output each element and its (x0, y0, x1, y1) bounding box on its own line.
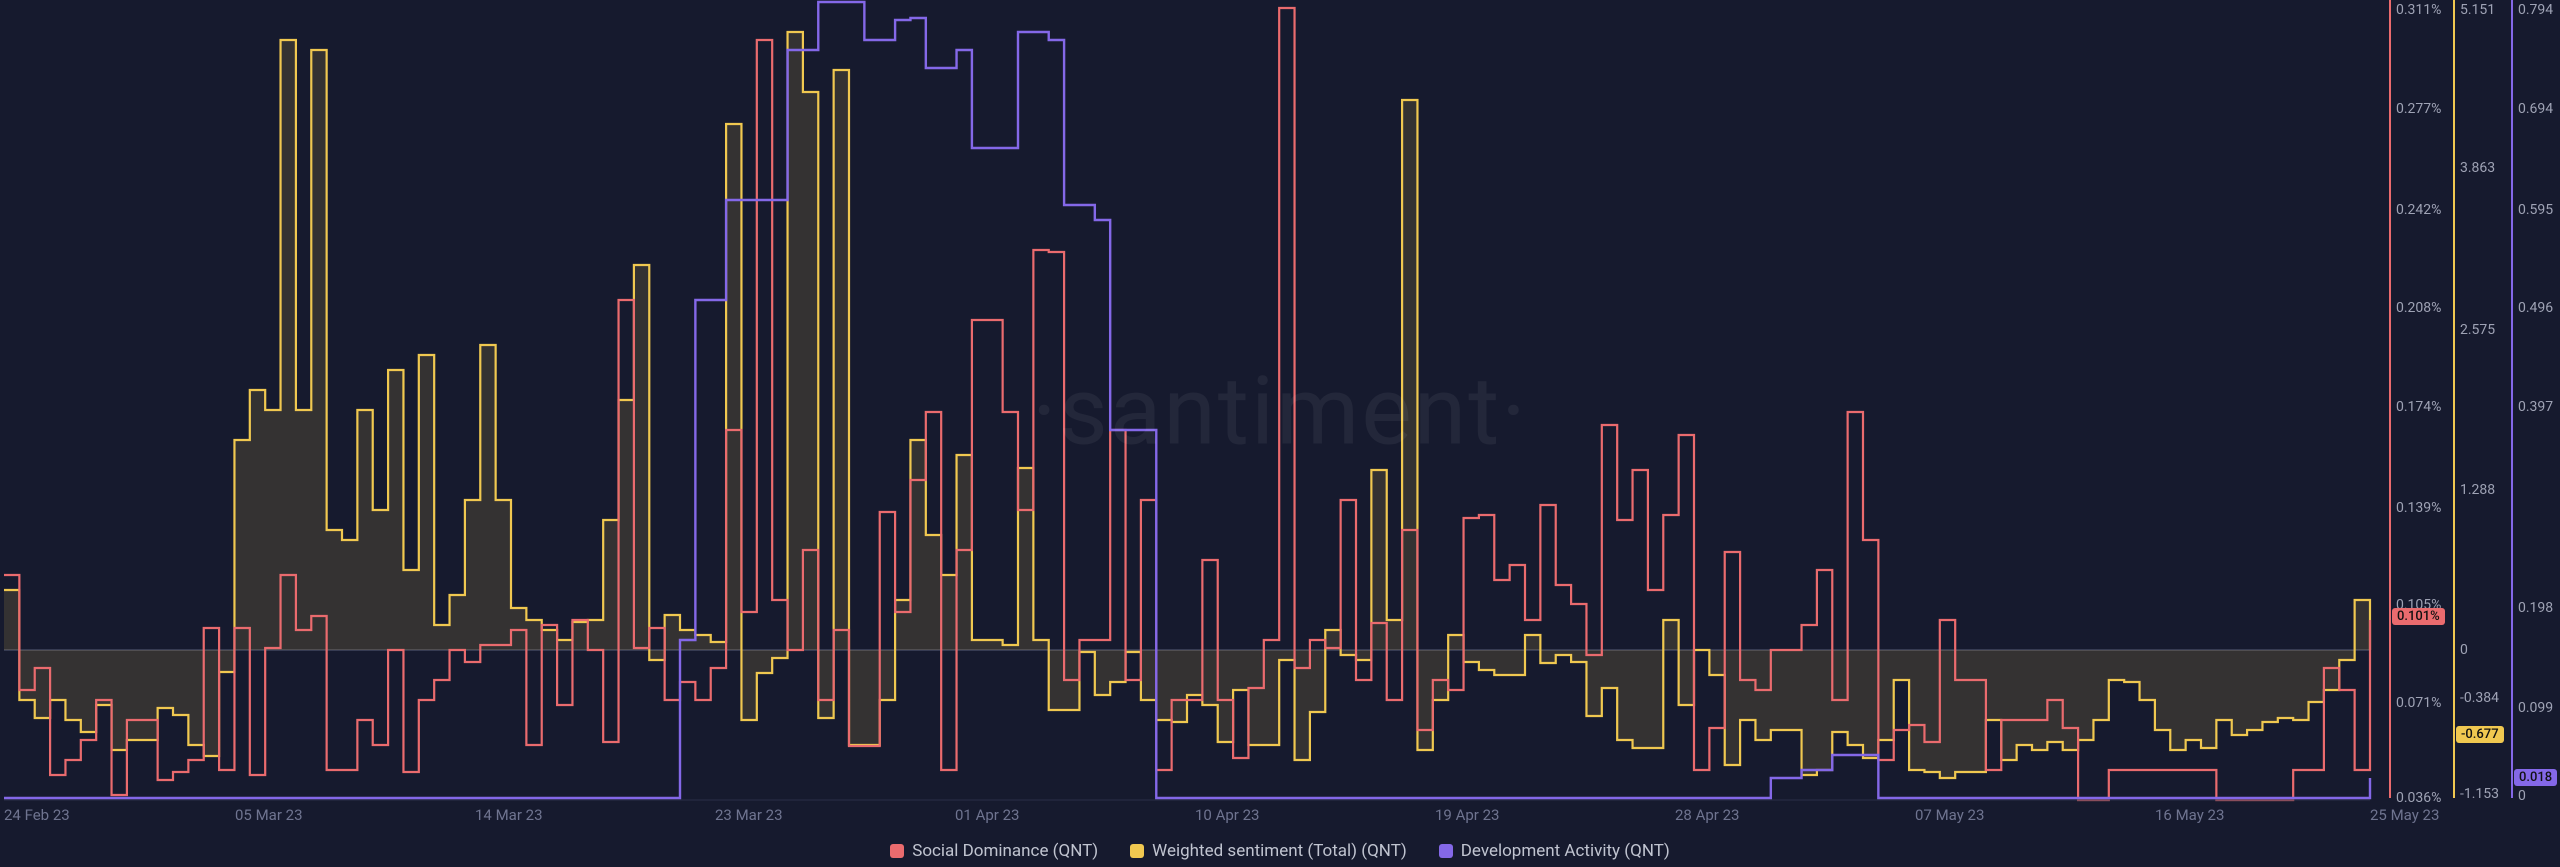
y2-tick-label: 1.288 (2460, 482, 2495, 498)
legend-item[interactable]: Social Dominance (QNT) (890, 841, 1098, 861)
legend-swatch (890, 844, 904, 858)
y3-tick-label: 0.099 (2518, 700, 2553, 716)
y1-tick-label: 0.174% (2396, 399, 2441, 415)
xaxis-tick-label: 23 Mar 23 (715, 806, 783, 824)
xaxis-tick-label: 19 Apr 23 (1435, 806, 1499, 824)
y3-tick-label: 0.397 (2518, 399, 2553, 415)
xaxis-tick-label: 24 Feb 23 (4, 806, 70, 824)
y1-tick-label: 0.208% (2396, 300, 2441, 316)
y3-tick-label: 0.694 (2518, 101, 2553, 117)
chart-container: { "watermark_text": "·santiment·", "back… (0, 0, 2560, 867)
timeseries-chart: 24 Feb 23 05 Mar 23 14 Mar 23 23 Mar 23 01 A… (0, 0, 2560, 830)
y2-tick-label: 2.575 (2460, 322, 2495, 338)
legend: Social Dominance (QNT) Weighted sentiment… (0, 841, 2560, 863)
y3-tick-label: 0 (2518, 788, 2526, 804)
xaxis-tick-label: 05 Mar 23 (235, 806, 303, 824)
xaxis-tick-label: 01 Apr 23 (955, 806, 1019, 824)
y1-tick-label: 0.139% (2396, 500, 2441, 516)
y3-tick-label: 0.794 (2518, 2, 2553, 18)
legend-label: Development Activity (QNT) (1461, 841, 1670, 861)
xaxis-tick-label: 07 May 23 (1915, 806, 1984, 824)
sentiment-fill (4, 32, 2370, 778)
y2-tick-label: -1.153 (2460, 786, 2499, 802)
xaxis-tick-label: 28 Apr 23 (1675, 806, 1739, 824)
y1-current-badge: 0.101% (2392, 608, 2445, 625)
legend-swatch (1439, 844, 1453, 858)
xaxis-tick-label: 16 May 23 (2155, 806, 2224, 824)
xaxis-tick-label: 14 Mar 23 (475, 806, 543, 824)
y1-tick-label: 0.277% (2396, 101, 2441, 117)
y2-current-badge: -0.677 (2456, 726, 2504, 743)
y2-tick-label: 3.863 (2460, 160, 2495, 176)
xaxis-tick-label: 10 Apr 23 (1195, 806, 1259, 824)
y1-tick-label: 0.036% (2396, 790, 2441, 806)
legend-label: Weighted sentiment (Total) (QNT) (1152, 841, 1407, 861)
y2-tick-label: 0 (2460, 642, 2468, 658)
legend-label: Social Dominance (QNT) (912, 841, 1098, 861)
legend-swatch (1130, 844, 1144, 858)
y1-tick-label: 0.242% (2396, 202, 2441, 218)
y3-tick-label: 0.595 (2518, 202, 2553, 218)
y2-tick-label: -0.384 (2460, 690, 2499, 706)
legend-item[interactable]: Weighted sentiment (Total) (QNT) (1130, 841, 1407, 861)
y3-tick-label: 0.198 (2518, 600, 2553, 616)
xaxis-tick-label: 25 May 23 (2370, 806, 2439, 824)
legend-item[interactable]: Development Activity (QNT) (1439, 841, 1670, 861)
y1-tick-label: 0.311% (2396, 2, 2441, 18)
y3-current-badge: 0.018 (2514, 769, 2557, 786)
y2-tick-label: 5.151 (2460, 2, 2495, 18)
y3-tick-label: 0.496 (2518, 300, 2553, 316)
y1-tick-label: 0.071% (2396, 695, 2441, 711)
